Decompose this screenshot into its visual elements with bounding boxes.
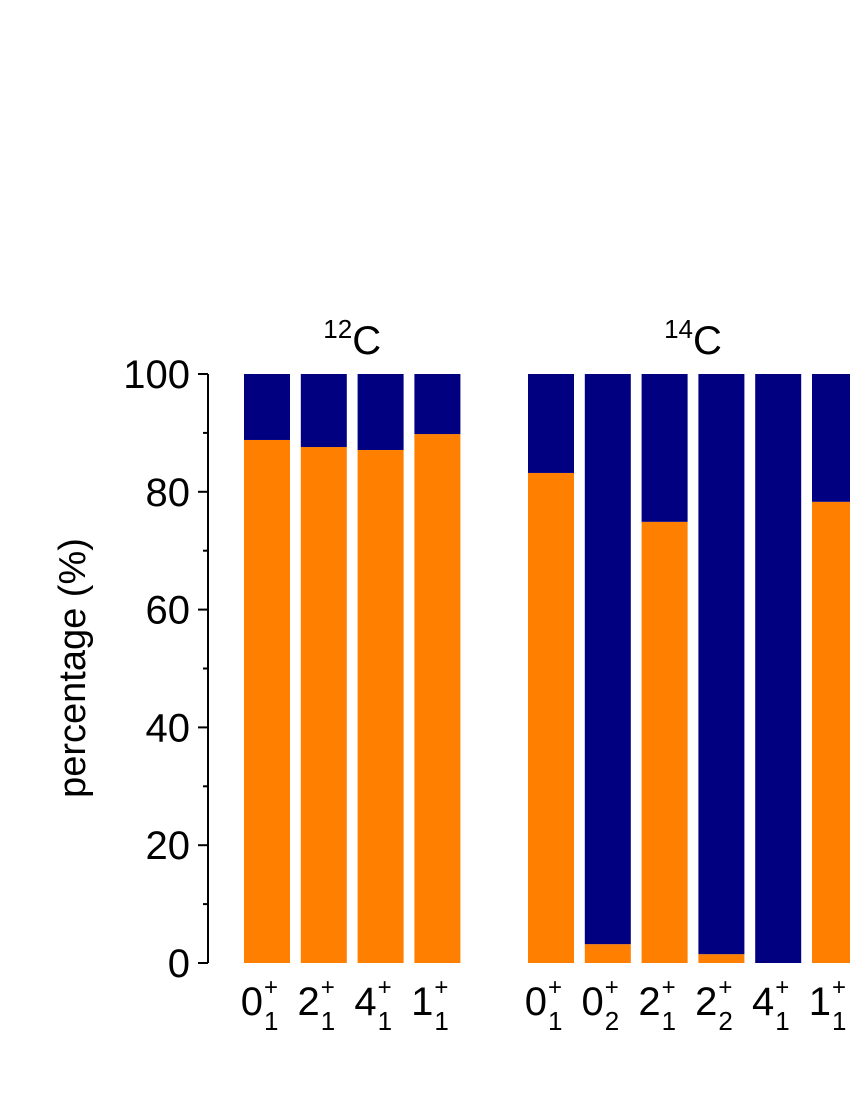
bar-segment (300, 447, 347, 963)
x-tick-parity: + (321, 974, 335, 1001)
x-tick-parity: + (434, 974, 448, 1001)
y-tick-label: 80 (146, 471, 191, 515)
x-tick-label: 1 (809, 980, 831, 1024)
x-tick-label: 4 (752, 980, 774, 1024)
title-element: C (693, 319, 722, 363)
bar-segment (584, 944, 631, 963)
x-tick-index: 1 (264, 1006, 278, 1036)
x-tick-parity: + (662, 974, 676, 1001)
bar-segment (300, 374, 347, 448)
x-tick-label: 2 (638, 980, 660, 1024)
x-tick-index: 1 (775, 1006, 789, 1036)
bar-segment (357, 449, 404, 964)
group-title: 14C (664, 314, 722, 363)
y-tick-label: 0 (168, 942, 190, 986)
x-tick-parity: + (832, 974, 846, 1001)
x-tick-label: 0 (525, 980, 547, 1024)
bar-segment (698, 954, 745, 963)
y-tick-label: 60 (146, 589, 191, 633)
bar-segment (357, 374, 404, 450)
y-tick-label: 40 (146, 706, 191, 750)
x-tick-label: 0 (241, 980, 263, 1024)
bar-segment (755, 374, 802, 963)
bar-segment (584, 374, 631, 945)
title-element: C (352, 319, 381, 363)
bar-segment (244, 374, 290, 440)
x-tick-label: 1 (411, 980, 433, 1024)
bar-segment (698, 374, 745, 955)
x-tick-label: 4 (354, 980, 376, 1024)
x-tick-index: 1 (378, 1006, 392, 1036)
bar-segment (414, 374, 461, 435)
bar-segment (528, 472, 574, 963)
x-tick-index: 1 (662, 1006, 676, 1036)
x-tick-parity: + (718, 974, 732, 1001)
x-tick-parity: + (264, 974, 278, 1001)
x-tick-index: 1 (548, 1006, 562, 1036)
bar-segment (244, 439, 290, 963)
x-tick-index: 1 (321, 1006, 335, 1036)
x-tick-index: 1 (832, 1006, 846, 1036)
bar-segment (812, 374, 850, 502)
x-tick-index: 1 (434, 1006, 448, 1036)
bar-segment (812, 501, 850, 963)
x-tick-parity: + (775, 974, 789, 1001)
x-tick-index: 2 (605, 1006, 619, 1036)
bar-segment (528, 374, 574, 473)
title-mass: 12 (323, 314, 352, 344)
y-tick-label: 100 (123, 353, 190, 397)
bar-segment (641, 374, 688, 522)
title-mass: 14 (664, 314, 693, 344)
x-tick-label: 2 (298, 980, 320, 1024)
x-tick-parity: + (605, 974, 619, 1001)
y-tick-label: 20 (146, 824, 191, 868)
bar-segment (414, 434, 461, 963)
y-axis-label: percentage (%) (52, 538, 94, 798)
x-tick-parity: + (548, 974, 562, 1001)
x-tick-index: 2 (718, 1006, 732, 1036)
bar-segment (641, 521, 688, 963)
x-tick-label: 0 (582, 980, 604, 1024)
x-tick-label: 2 (695, 980, 717, 1024)
x-tick-parity: + (378, 974, 392, 1001)
group-title: 12C (323, 314, 381, 363)
